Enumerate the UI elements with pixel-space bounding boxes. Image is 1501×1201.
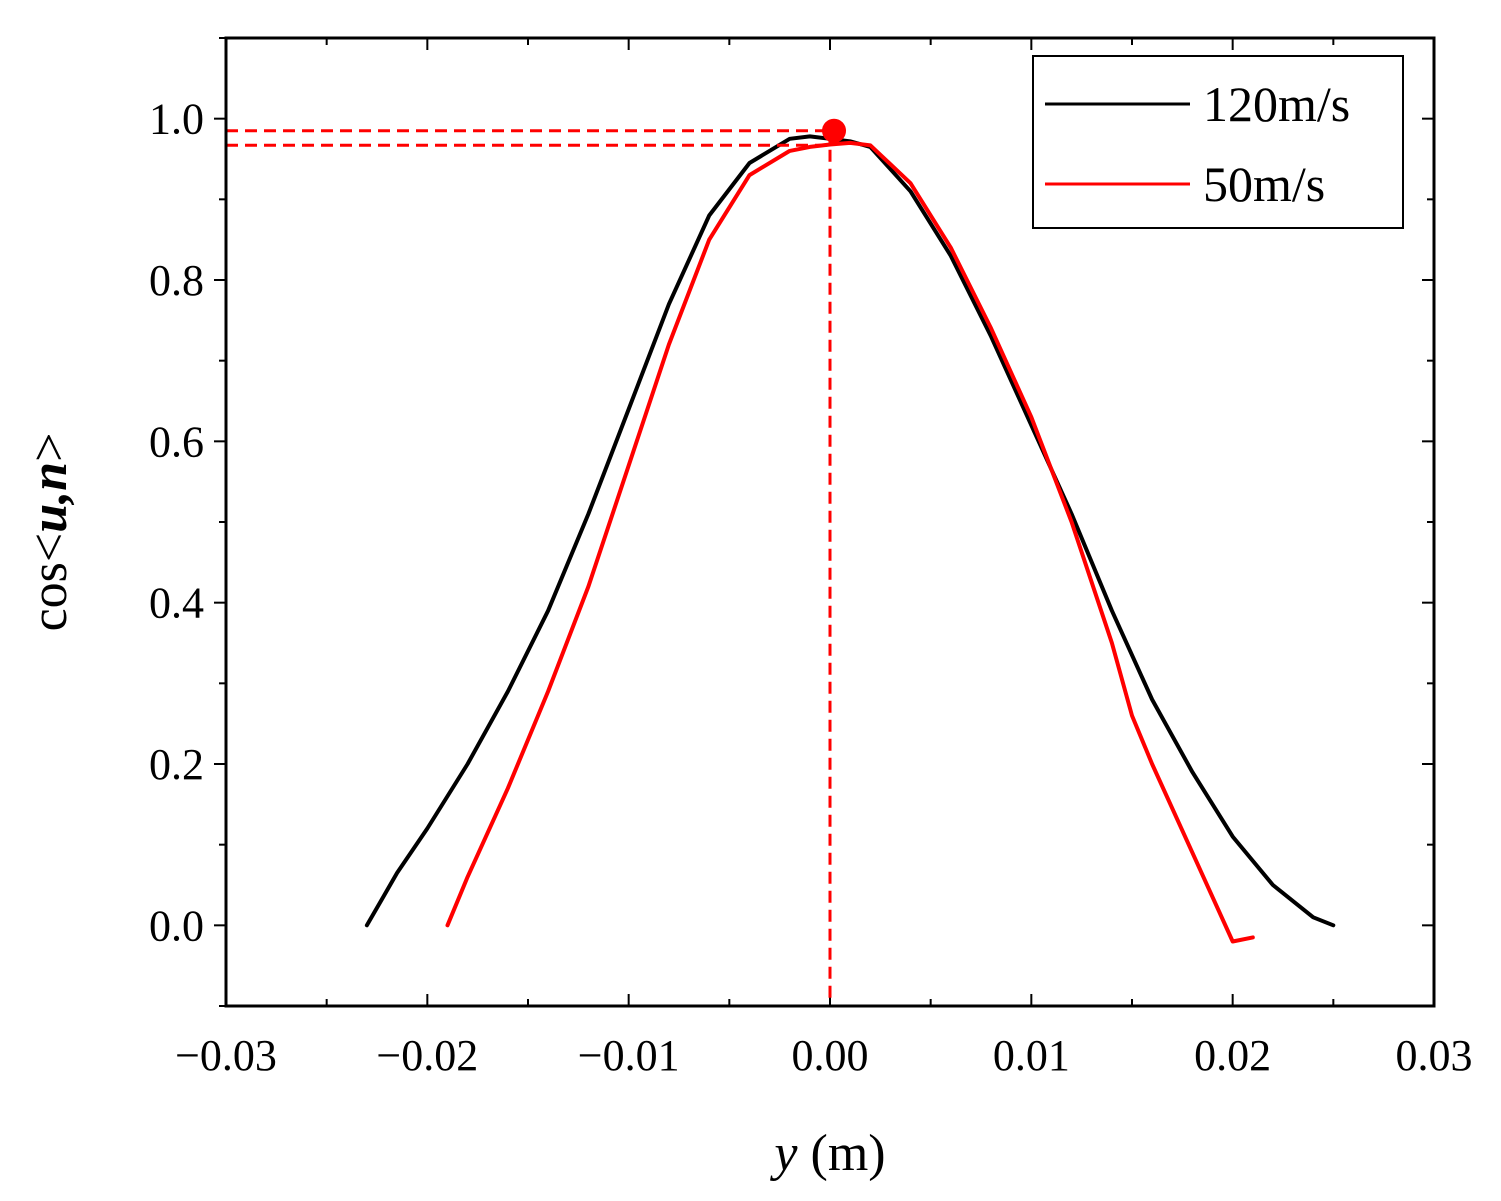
x-axis-title: y (m) [769,1125,885,1182]
y-axis-title: cos<u,n> [21,433,78,632]
x-tick-label: 0.03 [1396,1031,1473,1080]
legend-label-120: 120m/s [1203,76,1350,132]
y-axis-vars: u,n [21,462,78,533]
plot-frame [224,36,1436,1008]
y-axis-prefix: cos< [21,533,78,632]
legend-label-50: 50m/s [1203,156,1325,212]
legend: 120m/s 50m/s [1032,55,1404,229]
peak-marker [822,118,847,143]
y-tick-label: 1.0 [149,95,204,144]
y-tick-label: 0.4 [149,579,204,628]
y-tick-label: 0.2 [149,740,204,789]
series-line-50ms [445,140,1255,944]
x-tick-label: 0.02 [1194,1031,1271,1080]
x-tick-label: 0.01 [993,1031,1070,1080]
x-axis-var: y [769,1125,798,1182]
x-tick-labels: −0.03 −0.02 −0.01 0.00 0.01 0.02 0.03 [175,1031,1472,1080]
y-axis-suffix: > [21,433,78,462]
legend-box [1032,55,1404,229]
y-tick-label: 0.8 [149,256,204,305]
x-tick-label: −0.03 [175,1031,277,1080]
x-tick-label: −0.02 [376,1031,478,1080]
x-tick-label: −0.01 [578,1031,680,1080]
x-axis-unit: (m) [798,1125,886,1182]
y-tick-label: 0.0 [149,901,204,950]
y-tick-labels: 0.0 0.2 0.4 0.6 0.8 1.0 [149,95,204,951]
y-tick-label: 0.6 [149,417,204,466]
series-lines [364,134,1336,944]
annotations [226,118,847,1006]
series-line-120ms [364,134,1336,928]
x-tick-label: 0.00 [792,1031,869,1080]
